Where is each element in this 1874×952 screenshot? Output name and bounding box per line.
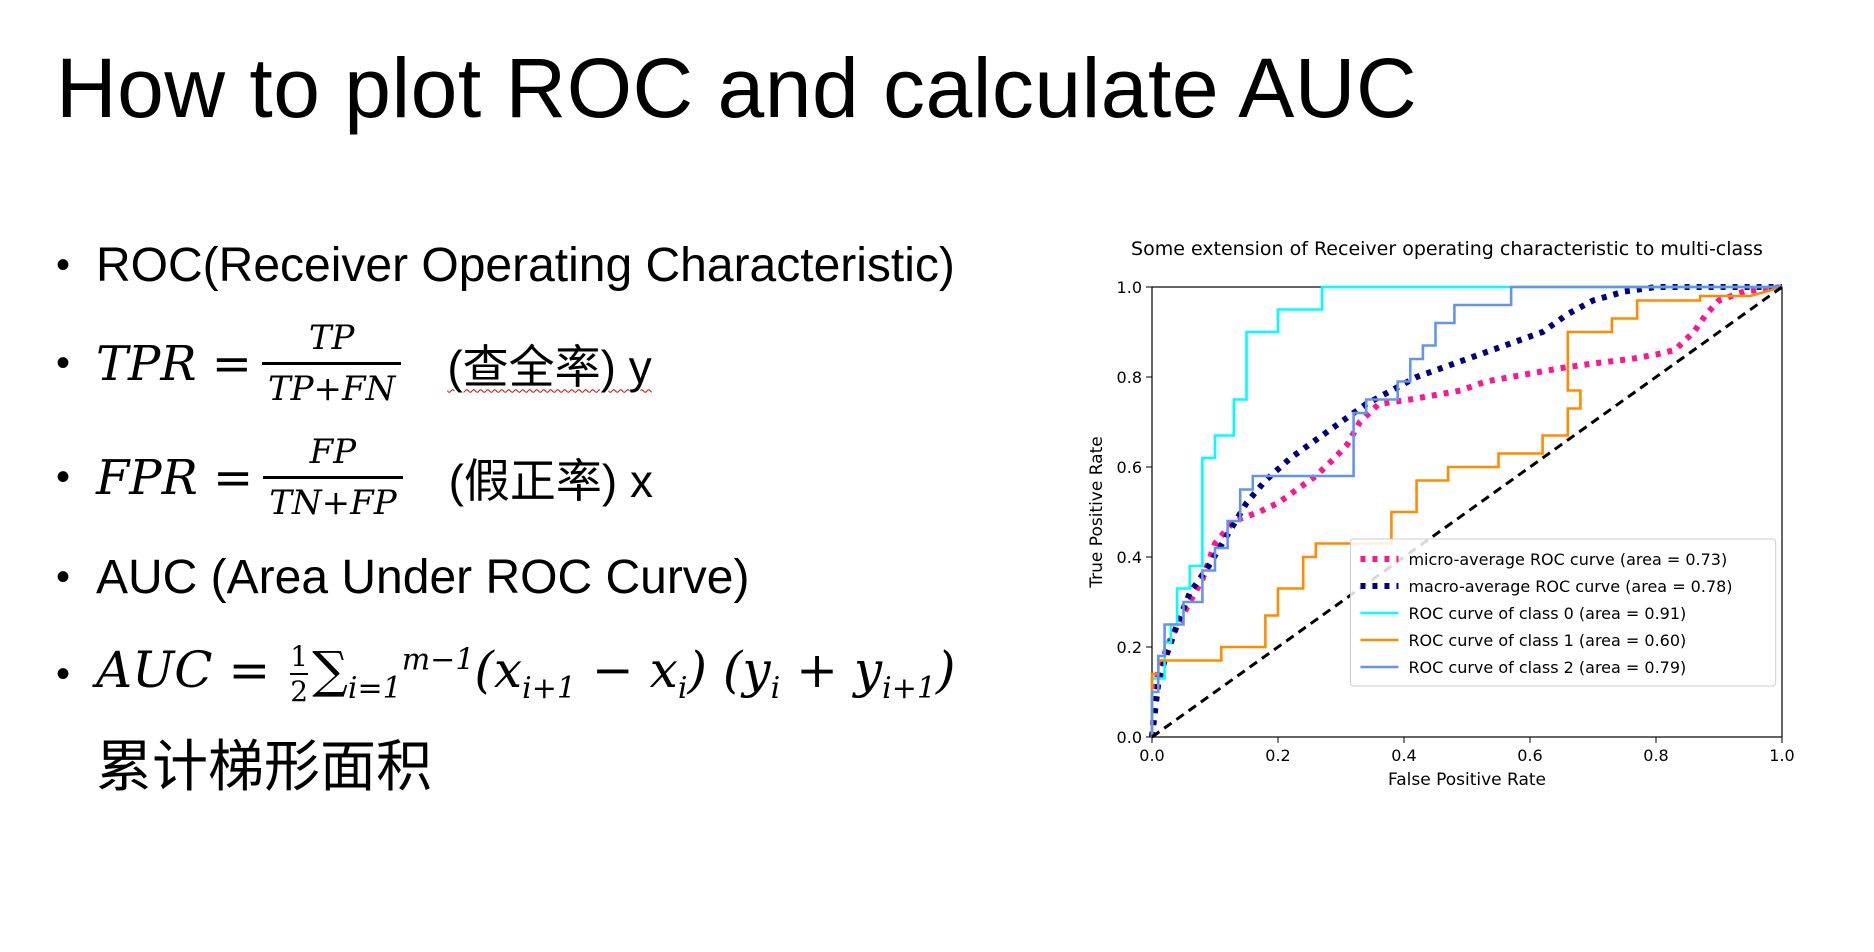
- tpr-fraction: TP TP+FN: [261, 318, 402, 409]
- sub-yi: i: [770, 671, 781, 706]
- roc-series-line-4: [1150, 285, 1782, 737]
- y-tick-label: 0.4: [1117, 548, 1142, 567]
- roc-definition: ROC(Receiver Operating Characteristic): [96, 239, 955, 292]
- fpr-denominator: TN+FP: [269, 483, 397, 523]
- bullet-dot: •: [56, 243, 71, 287]
- x-tick-label: 0.0: [1139, 746, 1164, 765]
- half-fraction: 1 2: [290, 640, 309, 708]
- roc-series-line-0: [1149, 284, 1783, 738]
- y-tick-label: 0.6: [1117, 458, 1142, 477]
- legend-label: macro-average ROC curve (area = 0.78): [1408, 577, 1732, 596]
- y-tick-label: 0.2: [1117, 638, 1142, 657]
- auc-lhs: AUC =: [96, 641, 271, 699]
- bullet-auc: • AUC (Area Under ROC Curve): [56, 550, 749, 605]
- sum-symbol: ∑: [312, 641, 348, 699]
- y-tick-label: 1.0: [1117, 278, 1142, 297]
- fraction-bar: [263, 476, 403, 479]
- chance-diagonal-line: [1151, 285, 1783, 739]
- bullet-auc-formula: • AUC = 1 2 ∑i=1m−1(xi+1 − xi) (yi + yi+…: [56, 640, 956, 708]
- roc-series-line-2: [1150, 285, 1782, 737]
- x-tick-label: 0.2: [1265, 746, 1290, 765]
- term-minus: − x: [575, 641, 678, 699]
- sum-lower: i=1: [347, 671, 402, 706]
- sub-i: i: [677, 671, 688, 706]
- roc-chart: Some extension of Receiver operating cha…: [1080, 225, 1860, 810]
- bullet-dot: •: [56, 455, 71, 499]
- term-close: ): [935, 641, 956, 699]
- bullet-tpr: • TPR = TP TP+FN (查全率) y: [56, 318, 652, 409]
- half-numerator: 1: [290, 640, 309, 673]
- fpr-fraction: FP TN+FP: [263, 432, 403, 523]
- bullet-dot: •: [56, 651, 71, 696]
- tpr-note: (查全率) y: [447, 340, 652, 393]
- term-y: ) (y: [687, 641, 771, 699]
- auc-formula: AUC = 1 2 ∑i=1m−1(xi+1 − xi) (yi + yi+1): [96, 640, 956, 708]
- x-tick-label: 0.6: [1517, 746, 1542, 765]
- legend-label: ROC curve of class 2 (area = 0.79): [1408, 658, 1686, 677]
- x-tick-label: 0.8: [1643, 746, 1668, 765]
- slide-title: How to plot ROC and calculate AUC: [56, 41, 1418, 135]
- auc-caption: 累计梯形面积: [96, 735, 432, 798]
- tpr-lhs: TPR =: [96, 335, 252, 392]
- legend-label: ROC curve of class 0 (area = 0.91): [1408, 604, 1686, 623]
- x-axis-label: False Positive Rate: [1388, 770, 1546, 790]
- legend-label: micro-average ROC curve (area = 0.73): [1408, 550, 1727, 569]
- y-tick-label: 0.8: [1117, 368, 1142, 387]
- tpr-numerator: TP: [308, 318, 355, 358]
- bullet-fpr: • FPR = FP TN+FP (假正率) x: [56, 432, 653, 523]
- fraction-bar: [261, 362, 402, 365]
- legend-box: [1349, 538, 1777, 687]
- legend-label: ROC curve of class 1 (area = 0.60): [1408, 631, 1686, 650]
- term-open: (x: [474, 641, 523, 699]
- term-plus: + y: [780, 641, 883, 699]
- fraction-bar: [290, 673, 309, 675]
- bullet-roc: • ROC(Receiver Operating Characteristic): [56, 238, 955, 293]
- fpr-lhs: FPR =: [96, 449, 254, 506]
- y-tick-label: 0.0: [1117, 728, 1142, 747]
- auc-definition: AUC (Area Under ROC Curve): [96, 551, 750, 604]
- tpr-denominator: TP+FN: [267, 369, 396, 409]
- roc-chart-svg: Some extension of Receiver operating cha…: [1087, 238, 1795, 790]
- fpr-numerator: FP: [309, 432, 357, 472]
- chart-title: Some extension of Receiver operating cha…: [1131, 238, 1763, 260]
- sum-upper: m−1: [401, 642, 475, 678]
- y-axis-label: True Positive Rate: [1087, 436, 1107, 588]
- sub-i1: i+1: [522, 671, 576, 706]
- x-tick-label: 1.0: [1769, 746, 1794, 765]
- roc-series-line-3: [1150, 285, 1783, 737]
- x-tick-label: 0.4: [1391, 746, 1416, 765]
- bullet-dot: •: [56, 341, 71, 385]
- half-denominator: 2: [290, 675, 309, 708]
- fpr-note: (假正率) x: [448, 454, 654, 507]
- bullet-dot: •: [56, 555, 71, 599]
- sub-yi1: i+1: [882, 671, 936, 706]
